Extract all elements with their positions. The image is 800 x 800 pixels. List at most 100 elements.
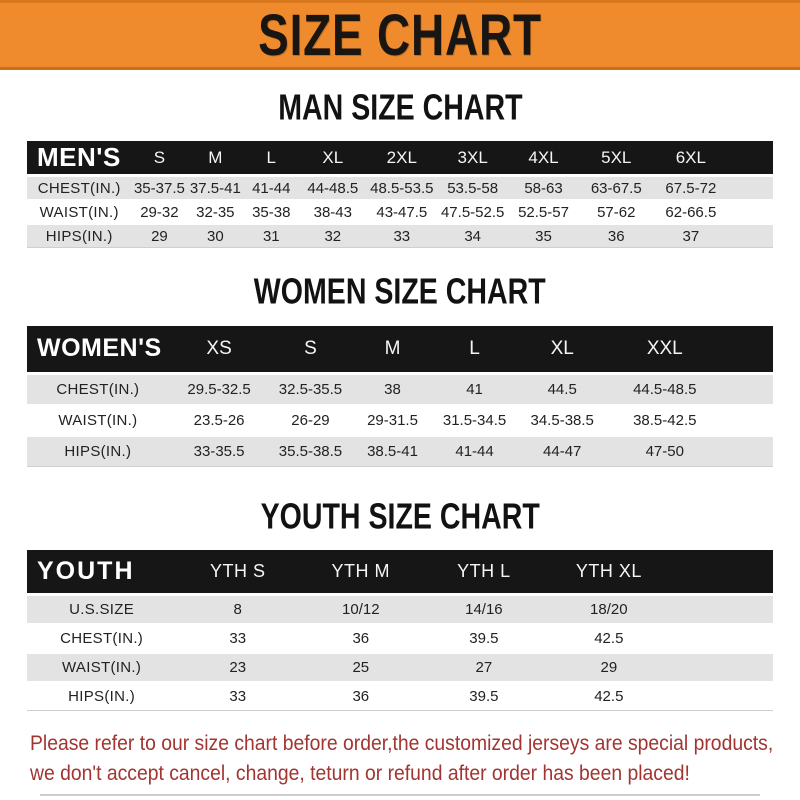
spacer-cell [672,596,773,626]
size-value-cell: 38 [351,374,434,406]
size-column-header: L [433,325,516,375]
spacer-cell [728,225,773,249]
size-value-cell: 41-44 [433,436,516,467]
spacer-cell [728,177,773,202]
size-column-header: 3XL [437,141,509,178]
size-value-cell: 44-48.5 [299,177,367,202]
youth-chest-row: CHEST(IN.) 33 36 39.5 42.5 [27,625,773,655]
measure-row-label: WAIST(IN.) [27,201,132,226]
measure-row-label: CHEST(IN.) [27,625,177,655]
size-value-cell: 14/16 [422,596,546,626]
men-chest-row: CHEST(IN.) 35-37.5 37.5-41 41-44 44-48.5… [27,177,773,202]
size-value-cell: 42.5 [545,683,673,712]
measure-row-label: WAIST(IN.) [27,405,169,437]
size-value-cell: 29-32 [131,201,188,226]
size-column-header: XS [168,325,270,375]
women-header-row: WOMEN'S XS S M L XL XXL [27,325,773,375]
spacer-cell [728,141,773,178]
size-value-cell: 44.5 [515,374,609,406]
women-hips-row: HIPS(IN.) 33-35.5 35.5-38.5 38.5-41 41-4… [27,436,773,467]
page-title: SIZE CHART [258,1,542,68]
size-value-cell: 8 [176,596,300,626]
size-value-cell: 38.5-41 [351,436,434,467]
size-value-cell: 33 [366,225,438,249]
size-value-cell: 33 [176,683,300,712]
size-column-header: S [131,141,188,178]
size-column-header: M [351,325,434,375]
spacer-cell [672,550,773,597]
youth-section-heading-text: YOUTH SIZE CHART [260,496,540,537]
spacer-cell [672,683,773,712]
size-value-cell: 58-63 [508,177,579,202]
spacer-cell [720,374,773,406]
size-value-cell: 38.5-42.5 [608,405,721,437]
size-value-cell: 10/12 [299,596,423,626]
size-value-cell: 29.5-32.5 [168,374,270,406]
size-value-cell: 33-35.5 [168,436,270,467]
size-column-header: XL [515,325,609,375]
measure-row-label: U.S.SIZE [27,596,177,626]
size-column-header: YTH M [299,550,423,597]
size-value-cell: 41-44 [243,177,300,202]
size-value-cell: 32 [299,225,367,249]
size-value-cell: 35-38 [243,201,300,226]
size-value-cell: 53.5-58 [437,177,509,202]
measure-row-label: HIPS(IN.) [27,225,132,249]
size-column-header: 2XL [366,141,438,178]
size-value-cell: 31 [243,225,300,249]
size-value-cell: 41 [433,374,516,406]
measure-row-label: HIPS(IN.) [27,436,169,467]
size-value-cell: 42.5 [545,625,673,655]
size-value-cell: 36 [299,683,423,712]
spacer-cell [720,405,773,437]
size-value-cell: 27 [422,654,546,684]
bottom-divider [40,794,760,796]
size-value-cell: 48.5-53.5 [366,177,438,202]
spacer-cell [672,625,773,655]
disclaimer-line-1: Please refer to our size chart before or… [30,731,774,756]
size-value-cell: 57-62 [578,201,654,226]
disclaimer-line-2: we don't accept cancel, change, teturn o… [30,761,690,786]
size-value-cell: 23 [176,654,300,684]
men-hips-row: HIPS(IN.) 29 30 31 32 33 34 35 36 37 [27,225,773,249]
disclaimer-note: Please refer to our size chart before or… [0,728,800,788]
man-section-heading: MAN SIZE CHART [0,70,800,128]
size-value-cell: 29-31.5 [351,405,434,437]
women-table-corner-label: WOMEN'S [27,325,169,375]
measure-row-label: HIPS(IN.) [27,683,177,712]
size-value-cell: 25 [299,654,423,684]
youth-hips-row: HIPS(IN.) 33 36 39.5 42.5 [27,683,773,712]
size-value-cell: 33 [176,625,300,655]
men-header-row: MEN'S S M L XL 2XL 3XL 4XL 5XL 6XL [27,141,773,178]
size-value-cell: 18/20 [545,596,673,626]
size-column-header: L [243,141,300,178]
youth-waist-row: WAIST(IN.) 23 25 27 29 [27,654,773,684]
size-column-header: 6XL [653,141,729,178]
size-value-cell: 29 [545,654,673,684]
youth-header-row: YOUTH YTH S YTH M YTH L YTH XL [27,550,773,597]
women-section-heading: WOMEN SIZE CHART [0,248,800,313]
size-value-cell: 43-47.5 [366,201,438,226]
size-chart-banner: SIZE CHART [0,0,800,70]
size-column-header: XXL [608,325,721,375]
size-value-cell: 47.5-52.5 [437,201,509,226]
man-section-heading-text: MAN SIZE CHART [277,88,523,128]
men-waist-row: WAIST(IN.) 29-32 32-35 35-38 38-43 43-47… [27,201,773,226]
spacer-cell [720,325,773,375]
size-value-cell: 34.5-38.5 [515,405,609,437]
size-column-header: YTH XL [545,550,673,597]
youth-section-heading: YOUTH SIZE CHART [0,467,800,537]
size-column-header: S [269,325,352,375]
size-value-cell: 32.5-35.5 [269,374,352,406]
size-value-cell: 31.5-34.5 [433,405,516,437]
women-chest-row: CHEST(IN.) 29.5-32.5 32.5-35.5 38 41 44.… [27,374,773,406]
size-column-header: 4XL [508,141,579,178]
youth-size-table: YOUTH YTH S YTH M YTH L YTH XL U.S.SIZE … [27,550,773,712]
size-column-header: XL [299,141,367,178]
size-value-cell: 47-50 [608,436,721,467]
size-value-cell: 34 [437,225,509,249]
size-column-header: 5XL [578,141,654,178]
size-value-cell: 62-66.5 [653,201,729,226]
size-value-cell: 39.5 [422,625,546,655]
